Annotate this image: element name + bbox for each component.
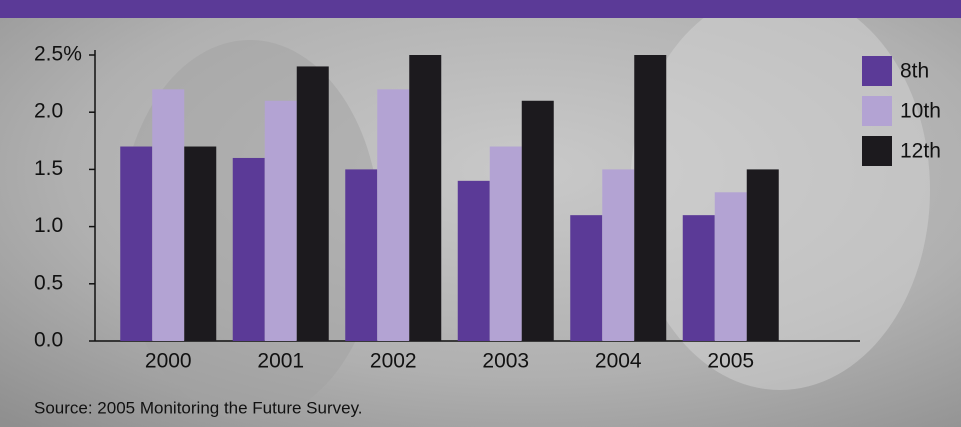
legend-label: 10th xyxy=(900,100,941,123)
bar xyxy=(377,89,410,341)
bar xyxy=(120,146,153,341)
y-tick-label: 2.0 xyxy=(34,100,63,123)
bar xyxy=(296,66,329,341)
bar xyxy=(521,100,554,341)
legend-swatch xyxy=(862,96,892,126)
bar xyxy=(682,215,715,341)
bar xyxy=(746,169,779,341)
bar xyxy=(714,192,747,341)
bar xyxy=(570,215,603,341)
y-tick-label: 0.5 xyxy=(34,271,63,294)
bar xyxy=(409,55,442,341)
legend-label: 8th xyxy=(900,60,929,83)
legend-swatch xyxy=(862,56,892,86)
bar xyxy=(489,146,522,341)
x-tick-label: 2002 xyxy=(370,350,417,373)
x-tick-label: 2001 xyxy=(257,350,304,373)
x-tick-label: 2000 xyxy=(145,350,192,373)
x-tick-label: 2005 xyxy=(707,350,754,373)
y-tick-label: 1.5 xyxy=(34,157,63,180)
y-tick-label: 1.0 xyxy=(34,214,63,237)
y-tick-label: 2.5% xyxy=(34,43,82,66)
legend-swatch xyxy=(862,136,892,166)
y-tick-label: 0.0 xyxy=(34,329,63,352)
bar xyxy=(457,180,490,341)
top-band xyxy=(0,0,961,18)
bar xyxy=(184,146,217,341)
bar xyxy=(152,89,185,341)
bar xyxy=(634,55,667,341)
bar xyxy=(602,169,635,341)
bar xyxy=(232,157,265,341)
x-tick-label: 2004 xyxy=(595,350,642,373)
source-note: Source: 2005 Monitoring the Future Surve… xyxy=(34,398,363,417)
legend-label: 12th xyxy=(900,140,941,163)
bar xyxy=(345,169,378,341)
x-tick-label: 2003 xyxy=(482,350,529,373)
bar xyxy=(264,100,297,341)
